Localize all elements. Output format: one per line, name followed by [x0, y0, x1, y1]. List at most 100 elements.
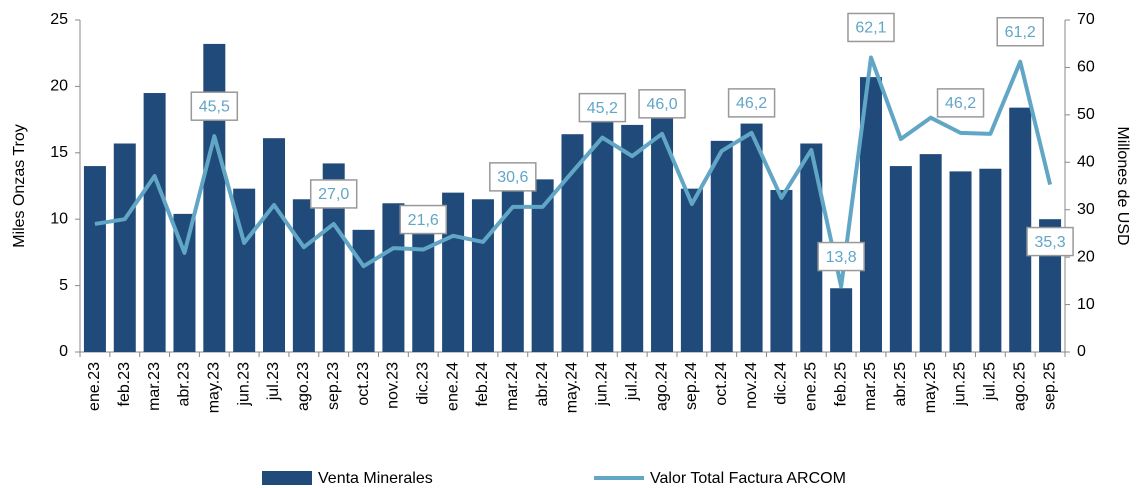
x-tick-label: ago.23 — [295, 362, 312, 411]
y2-tick-label: 10 — [1077, 296, 1095, 313]
y2-tick-label: 70 — [1077, 11, 1095, 28]
y2-tick-label: 50 — [1077, 106, 1095, 123]
y2-tick-label: 0 — [1077, 343, 1086, 360]
x-tick-label: may.24 — [564, 362, 581, 413]
x-tick-label: oct.23 — [355, 362, 372, 406]
data-label: 13,8 — [826, 249, 857, 266]
bar — [412, 219, 435, 352]
data-label-box — [817, 241, 865, 272]
legend-label: Venta Minerales — [318, 470, 433, 487]
x-tick-label: ene.24 — [444, 362, 461, 411]
y2-tick-label: 60 — [1077, 59, 1095, 76]
legend-swatch — [262, 471, 312, 485]
x-tick-label: dic.23 — [414, 362, 431, 405]
bar — [770, 189, 793, 352]
x-tick-label: ago.24 — [653, 362, 670, 411]
data-label-box — [399, 204, 448, 235]
data-label: 62,1 — [855, 20, 886, 37]
x-tick-label: abr.24 — [534, 362, 551, 407]
bar — [859, 77, 882, 352]
bar — [1009, 107, 1032, 352]
bar — [203, 43, 226, 353]
data-label: 61,2 — [1005, 24, 1036, 41]
bar — [352, 229, 375, 352]
y2-tick-label: 20 — [1077, 248, 1095, 265]
x-tick-label: feb.24 — [474, 362, 491, 407]
x-tick-label: abr.23 — [176, 362, 193, 407]
legend-label: Valor Total Factura ARCOM — [650, 470, 846, 487]
bar — [173, 213, 196, 352]
data-label-box — [309, 179, 358, 209]
bar — [680, 188, 703, 352]
bar — [949, 171, 972, 352]
bar — [263, 138, 286, 352]
x-tick-label: mar.25 — [862, 362, 879, 411]
data-label-box — [996, 16, 1044, 47]
line — [94, 55, 1053, 289]
bar — [83, 166, 106, 352]
y2-tick-label: 40 — [1077, 154, 1095, 171]
x-tick-label: feb.23 — [116, 362, 133, 407]
data-label: 35,3 — [1035, 234, 1066, 251]
bar — [561, 134, 584, 352]
data-label-box — [727, 88, 776, 118]
y-tick-label: 0 — [59, 343, 68, 360]
bar — [113, 143, 136, 352]
bar — [382, 203, 405, 352]
bar — [830, 288, 853, 352]
y-tick-label: 15 — [50, 144, 68, 161]
x-tick-label: nov.23 — [385, 362, 402, 409]
data-label: 45,2 — [587, 100, 618, 117]
x-tick-label: sep.25 — [1041, 362, 1058, 410]
x-tick-label: jul.24 — [623, 362, 640, 401]
data-label-box — [638, 89, 686, 119]
bar — [710, 140, 733, 352]
x-tick-label: jun.24 — [594, 362, 611, 407]
x-tick-label: oct.24 — [713, 362, 730, 406]
data-label: 46,0 — [646, 96, 677, 113]
bar — [651, 118, 674, 352]
data-label-box — [847, 12, 895, 43]
data-label-box — [1026, 226, 1074, 257]
x-tick-label: may.23 — [206, 362, 223, 413]
bar — [889, 166, 912, 352]
bar — [143, 93, 166, 352]
data-label-box — [190, 91, 239, 121]
x-tick-label: mar.24 — [504, 362, 521, 411]
x-tick-label: sep.23 — [325, 362, 342, 410]
data-label: 46,2 — [736, 95, 767, 112]
x-tick-label: dic.24 — [773, 362, 790, 405]
x-tick-label: ene.23 — [86, 362, 103, 411]
data-label: 30,6 — [497, 169, 528, 186]
x-tick-label: jun.25 — [952, 362, 969, 407]
data-label-box — [578, 92, 627, 123]
bar — [501, 191, 524, 352]
y-tick-label: 25 — [50, 11, 68, 28]
data-label: 27,0 — [318, 186, 349, 203]
bar — [442, 192, 465, 352]
bar — [740, 123, 763, 352]
y2-tick-label: 30 — [1077, 201, 1095, 218]
bar — [322, 163, 345, 352]
y-tick-label: 20 — [50, 78, 68, 95]
data-label-box — [936, 88, 985, 118]
x-tick-label: mar.23 — [146, 362, 163, 411]
x-tick-label: jul.23 — [265, 362, 282, 401]
bar — [471, 199, 494, 352]
data-label: 45,5 — [199, 98, 230, 115]
data-label: 21,6 — [408, 212, 439, 229]
bar — [979, 168, 1002, 352]
bar — [621, 124, 644, 352]
bar — [591, 93, 614, 352]
bar — [800, 143, 823, 352]
x-tick-label: sep.24 — [683, 362, 700, 410]
x-tick-label: feb.25 — [832, 362, 849, 407]
y-tick-label: 10 — [50, 210, 68, 227]
x-tick-label: nov.24 — [743, 362, 760, 409]
bar — [292, 199, 315, 352]
x-tick-label: abr.25 — [892, 362, 909, 407]
bar — [531, 179, 554, 352]
x-tick-label: may.25 — [922, 362, 939, 413]
x-tick-label: jul.25 — [982, 362, 999, 401]
data-label-box — [489, 162, 537, 192]
